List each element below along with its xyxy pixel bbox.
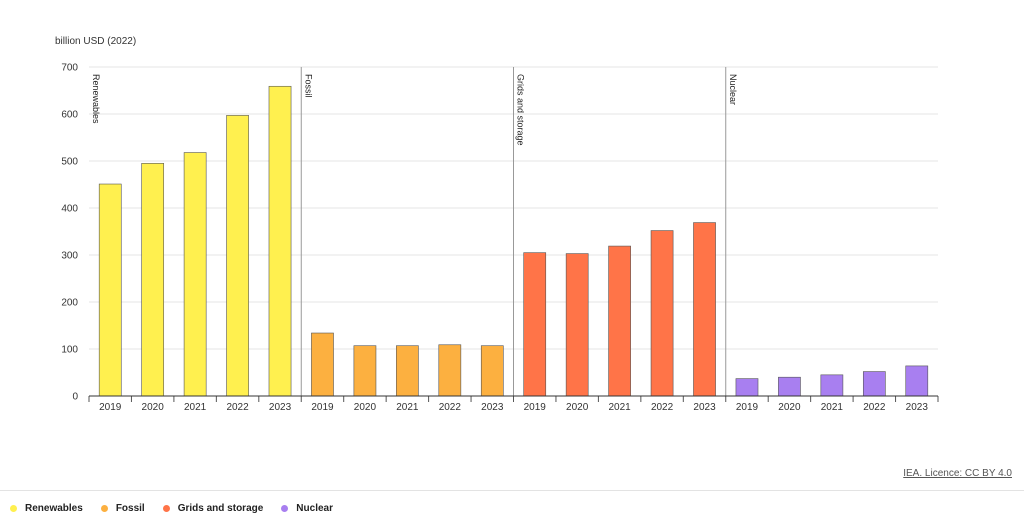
legend-swatch xyxy=(162,505,170,512)
legend-label: Grids and storage xyxy=(177,503,264,514)
y-tick-label: 500 xyxy=(61,157,78,168)
x-tick-label: 2020 xyxy=(142,402,165,413)
x-tick-label: 2021 xyxy=(184,402,207,413)
x-tick-label: 2021 xyxy=(821,402,844,413)
bar xyxy=(735,378,759,397)
bar xyxy=(141,163,165,397)
legend-label: Fossil xyxy=(115,503,145,514)
y-tick-label: 300 xyxy=(61,251,78,262)
y-tick-label: 100 xyxy=(61,345,78,356)
legend: Renewables Fossil Grids and storage Nuclear xyxy=(10,503,333,514)
x-tick-label: 2023 xyxy=(693,402,716,413)
bar xyxy=(778,376,801,397)
x-tick-label: 2020 xyxy=(566,402,589,413)
y-axis-title: billion USD (2022) xyxy=(55,36,136,47)
x-tick-label: 2019 xyxy=(311,402,334,413)
legend-item[interactable]: Renewables xyxy=(10,503,83,514)
licence-link[interactable]: IEA. Licence: CC BY 4.0 xyxy=(903,468,1012,479)
bar xyxy=(905,365,929,397)
y-tick-label: 200 xyxy=(61,298,78,309)
legend-swatch xyxy=(100,505,108,512)
bar xyxy=(480,345,504,397)
y-tick-label: 0 xyxy=(72,392,78,403)
bar xyxy=(353,345,377,397)
x-tick-label: 2019 xyxy=(524,402,547,413)
legend-label: Renewables xyxy=(25,503,83,514)
legend-swatch xyxy=(10,505,17,512)
x-tick-label: 2021 xyxy=(609,402,632,413)
x-tick-label: 2022 xyxy=(226,402,249,413)
group-label: Renewables xyxy=(91,74,101,124)
x-tick-label: 2023 xyxy=(269,402,292,413)
bar xyxy=(862,371,886,397)
bar xyxy=(98,183,122,397)
y-tick-label: 700 xyxy=(61,63,78,74)
x-tick-label: 2022 xyxy=(863,402,886,413)
x-tick-label: 2022 xyxy=(651,402,674,413)
x-tick-label: 2023 xyxy=(906,402,929,413)
group-label: Fossil xyxy=(303,74,313,98)
legend-item[interactable]: Fossil xyxy=(100,503,145,514)
bar xyxy=(311,332,334,397)
bar xyxy=(523,252,547,397)
bar xyxy=(438,344,462,397)
legend-divider xyxy=(0,490,1024,491)
bar xyxy=(693,222,716,397)
group-label: Grids and storage xyxy=(516,74,526,146)
bar xyxy=(608,245,631,397)
bar xyxy=(650,230,674,397)
bar xyxy=(396,345,419,397)
bar xyxy=(565,253,589,397)
y-tick-label: 400 xyxy=(61,204,78,215)
x-tick-label: 2023 xyxy=(481,402,504,413)
legend-swatch xyxy=(281,505,289,512)
x-tick-label: 2020 xyxy=(778,402,801,413)
x-tick-label: 2019 xyxy=(99,402,122,413)
legend-label: Nuclear xyxy=(296,503,333,514)
legend-item[interactable]: Nuclear xyxy=(281,503,333,514)
group-label: Nuclear xyxy=(728,74,738,105)
x-tick-label: 2019 xyxy=(736,402,759,413)
x-tick-label: 2022 xyxy=(439,402,462,413)
bar xyxy=(820,374,844,397)
bar xyxy=(268,85,292,397)
x-tick-label: 2020 xyxy=(354,402,377,413)
bar xyxy=(183,152,207,397)
bar xyxy=(226,115,249,397)
x-tick-label: 2021 xyxy=(396,402,419,413)
legend-item[interactable]: Grids and storage xyxy=(162,503,264,514)
bar-chart: billion USD (2022) 0 100 200 300 400 500 600 700… xyxy=(55,36,939,413)
y-tick-label: 600 xyxy=(61,110,78,121)
